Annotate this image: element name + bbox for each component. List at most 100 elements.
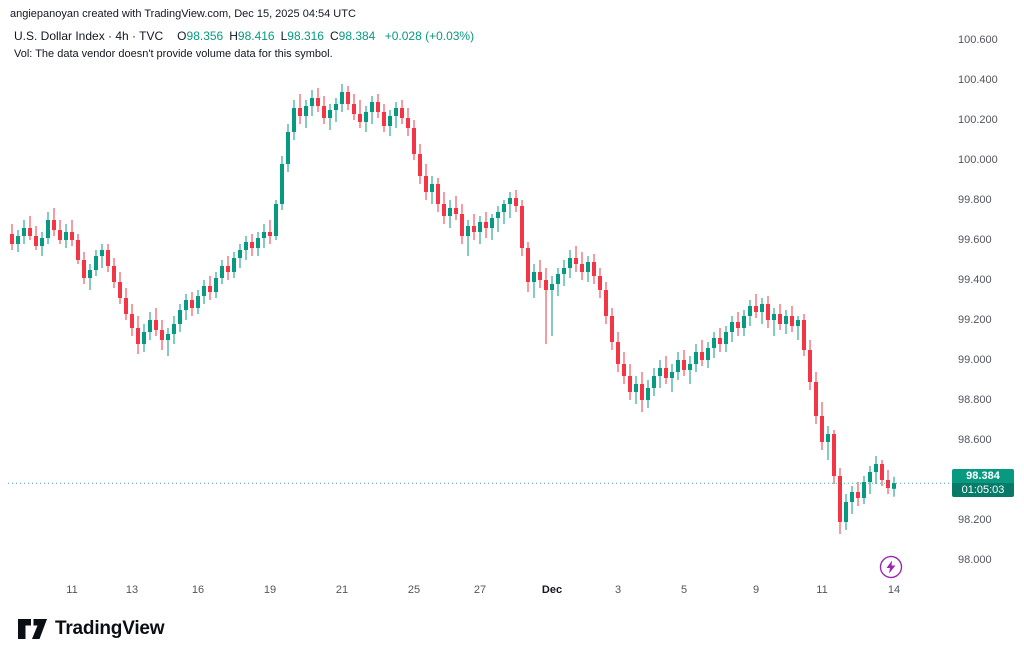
time-axis-label: 21 <box>335 584 349 596</box>
candle <box>346 86 350 110</box>
candle <box>382 104 386 132</box>
price-axis-label: 98.200 <box>958 514 992 526</box>
candle <box>874 456 878 484</box>
candle <box>226 256 230 280</box>
candle <box>568 250 572 278</box>
candle <box>784 310 788 334</box>
candle <box>886 470 890 494</box>
tradingview-logo[interactable]: TradingView <box>16 616 165 642</box>
candle <box>106 244 110 272</box>
price-axis-label: 100.200 <box>958 114 998 126</box>
candle <box>214 272 218 298</box>
candle <box>460 204 464 244</box>
price-axis-label: 98.000 <box>958 554 992 566</box>
high-value: 98.416 <box>237 29 275 43</box>
candle <box>46 212 50 244</box>
candle <box>748 300 752 326</box>
high-label: H <box>229 29 238 43</box>
candle <box>82 252 86 284</box>
candle <box>22 220 26 244</box>
time-axis-label: Dec <box>541 584 563 596</box>
candle <box>832 430 836 484</box>
candle <box>760 298 764 324</box>
price-axis-label: 98.600 <box>958 434 992 446</box>
candle <box>700 340 704 366</box>
candle <box>388 110 392 136</box>
tradingview-logo-text: TradingView <box>55 618 165 639</box>
candle <box>688 356 692 384</box>
candle <box>670 364 674 392</box>
candle <box>280 156 284 210</box>
candle <box>40 232 44 256</box>
candle <box>706 342 710 368</box>
candle <box>262 224 266 248</box>
candle <box>880 460 884 486</box>
candle <box>322 96 326 124</box>
candle <box>844 494 848 530</box>
candle <box>772 308 776 336</box>
candle <box>466 220 470 256</box>
time-axis-label: 19 <box>263 584 277 596</box>
price-axis-label: 98.800 <box>958 394 992 406</box>
candle <box>340 84 344 112</box>
candle <box>310 90 314 116</box>
candle <box>622 352 626 384</box>
price-axis-label: 100.400 <box>958 74 998 86</box>
candle <box>892 476 896 497</box>
candle <box>826 426 830 460</box>
candle <box>148 312 152 340</box>
candle <box>442 192 446 224</box>
candle <box>436 178 440 212</box>
candle <box>796 316 800 340</box>
candle <box>862 476 866 504</box>
candle <box>508 192 512 218</box>
lightning-button[interactable] <box>879 555 903 579</box>
candle <box>448 200 452 228</box>
candle <box>274 200 278 240</box>
candle <box>154 308 158 336</box>
candle <box>544 268 548 344</box>
candle <box>538 260 542 288</box>
candle <box>376 94 380 118</box>
candle <box>292 100 296 140</box>
candle <box>100 244 104 268</box>
candle <box>676 352 680 380</box>
time-axis-label: 9 <box>752 584 760 596</box>
candle <box>130 304 134 336</box>
candle <box>484 212 488 238</box>
current-price-badge[interactable]: 98.384 01:05:03 <box>952 469 1014 497</box>
price-axis-label: 99.400 <box>958 274 992 286</box>
price-axis-label: 100.600 <box>958 34 998 46</box>
candle <box>418 144 422 184</box>
candle <box>136 316 140 354</box>
symbol-title[interactable]: U.S. Dollar Index · 4h · TVC <box>14 29 164 43</box>
candle <box>76 234 80 264</box>
candle <box>406 108 410 136</box>
candle <box>658 360 662 388</box>
open-label: O <box>177 29 187 43</box>
candle <box>52 208 56 236</box>
low-label: L <box>280 29 288 43</box>
candle <box>646 380 650 408</box>
candle <box>70 220 74 246</box>
time-axis[interactable]: 11 13 16 19 21 25 27 Dec 3 5 9 11 14 <box>0 578 952 604</box>
candle <box>640 372 644 412</box>
candle <box>808 340 812 390</box>
candle <box>850 486 854 514</box>
price-axis[interactable]: 100.600 100.400 100.200 100.000 99.800 99.600… <box>952 0 1024 610</box>
candle <box>820 402 824 450</box>
candle <box>526 242 530 292</box>
candle <box>34 226 38 250</box>
candle <box>574 246 578 272</box>
current-price-value: 98.384 <box>952 469 1014 483</box>
candle <box>358 100 362 128</box>
open-value: 98.356 <box>186 29 224 43</box>
candle <box>616 332 620 372</box>
candle <box>532 264 536 298</box>
candle <box>712 332 716 358</box>
attribution-text: angiepanoyan created with TradingView.co… <box>10 8 356 20</box>
candle <box>118 272 122 304</box>
time-axis-label: 5 <box>680 584 688 596</box>
candle <box>298 94 302 124</box>
